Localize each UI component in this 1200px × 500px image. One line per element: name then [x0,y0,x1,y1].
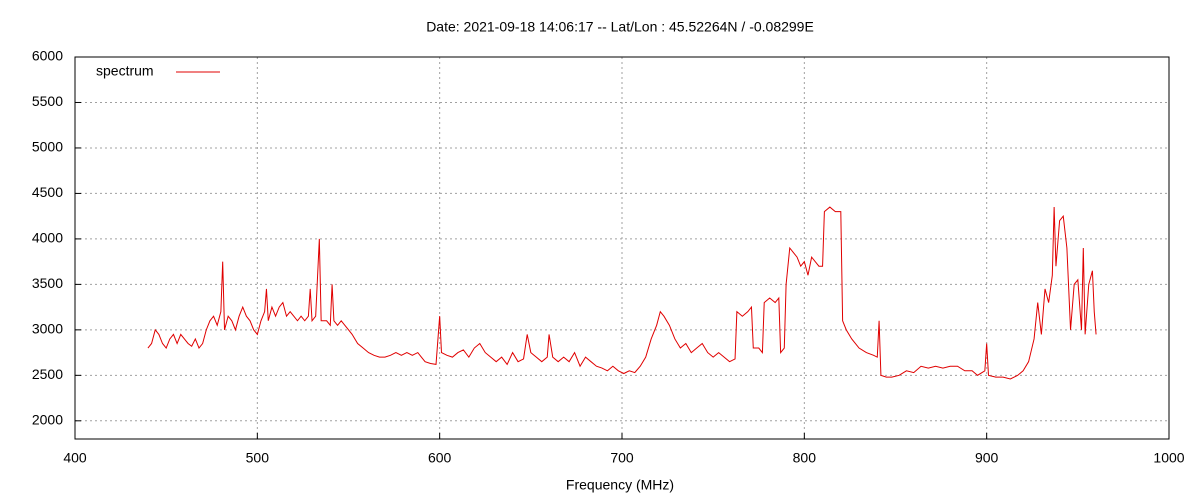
chart-title: Date: 2021-09-18 14:06:17 -- Lat/Lon : 4… [426,19,814,35]
x-tick-label: 700 [610,450,634,466]
y-tick-label: 2500 [32,366,63,382]
x-tick-label: 900 [975,450,999,466]
y-tick-label: 6000 [32,48,63,64]
x-tick-label: 800 [793,450,817,466]
y-tick-label: 3000 [32,321,63,337]
y-tick-label: 5500 [32,93,63,109]
y-tick-label: 5000 [32,139,63,155]
x-axis-label: Frequency (MHz) [566,477,674,493]
x-tick-label: 1000 [1153,450,1184,466]
y-tick-label: 3500 [32,275,63,291]
x-tick-label: 500 [246,450,270,466]
plot-border [74,56,1170,440]
x-tick-label: 600 [428,450,452,466]
legend-label: spectrum [96,63,154,79]
x-tick-label: 400 [63,450,87,466]
y-tick-label: 4000 [32,230,63,246]
y-tick-label: 4500 [32,184,63,200]
y-tick-label: 2000 [32,412,63,428]
series-line [147,206,1097,380]
